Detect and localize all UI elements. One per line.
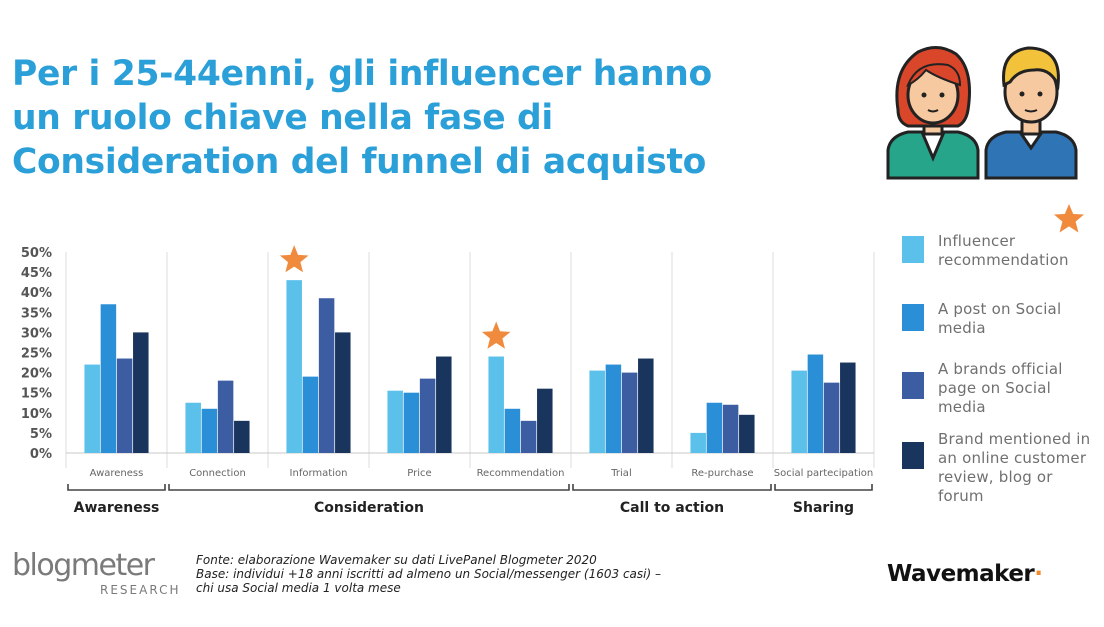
bar xyxy=(605,364,622,453)
y-tick-label: 20% xyxy=(21,367,52,382)
legend-item: Influencer recommendation xyxy=(902,222,1102,302)
x-tick-label: Trial xyxy=(610,468,631,479)
y-tick-label: 5% xyxy=(30,427,52,442)
bar xyxy=(621,372,638,453)
legend-item: Brand mentioned in an online customer re… xyxy=(902,430,1102,510)
woman-avatar-icon xyxy=(886,46,980,180)
group-bracket xyxy=(572,484,772,491)
y-tick-label: 50% xyxy=(21,246,52,261)
x-axis-labels: Awareness Connection Information Price Recom… xyxy=(90,468,874,479)
bar xyxy=(706,402,723,453)
title-line: Per i 25-44enni, gli influencer hanno xyxy=(12,54,712,94)
bar xyxy=(286,280,302,453)
x-tick-label: Price xyxy=(407,468,431,479)
group-label: Sharing xyxy=(793,500,854,516)
bar xyxy=(201,408,218,453)
star-icon xyxy=(1054,204,1084,233)
legend-item: A brands official page on Social media xyxy=(902,360,1102,440)
source-line: chi usa Social media 1 volta mese xyxy=(196,581,401,595)
bar xyxy=(739,414,755,453)
source-line: Fonte: elaborazione Wavemaker su dati Li… xyxy=(196,553,597,567)
highlight-star-icon xyxy=(481,321,511,349)
man-avatar-icon xyxy=(984,46,1078,180)
source-note: Fonte: elaborazione Wavemaker su dati Li… xyxy=(196,553,661,595)
source-line: Base: individui +18 anni iscritti ad alm… xyxy=(196,567,661,581)
x-tick-label: Connection xyxy=(189,468,246,479)
legend-swatch xyxy=(902,236,924,263)
bar-chart: 0% 5% 10% 15% 20% 25% 30% 35% 40% 45% 50% Awarenes… xyxy=(21,245,875,516)
group-bracket xyxy=(67,484,166,491)
bar xyxy=(387,390,403,453)
legend-label: A brands official page on Social media xyxy=(938,360,1063,416)
bar xyxy=(403,392,420,453)
x-tick-label: Information xyxy=(290,468,348,479)
group-label: Awareness xyxy=(74,500,160,516)
bar xyxy=(302,376,319,453)
bar xyxy=(537,388,553,453)
group-brackets: Awareness Consideration Call to action Shar… xyxy=(67,484,873,516)
bar xyxy=(133,332,149,453)
legend-swatch xyxy=(902,304,924,331)
legend-label: Brand mentioned in an online customer re… xyxy=(938,430,1091,505)
bar xyxy=(807,354,824,453)
y-tick-label: 25% xyxy=(21,347,52,362)
legend-swatch xyxy=(902,442,924,469)
bar xyxy=(589,370,605,453)
bar xyxy=(520,420,537,453)
x-tick-label: Awareness xyxy=(90,468,144,479)
wavemaker-logo-text: Wavemaker xyxy=(887,561,1035,587)
bar xyxy=(100,304,117,453)
highlight-star-icon xyxy=(279,245,309,273)
wavemaker-logo-dot: · xyxy=(1034,561,1043,587)
y-tick-label: 35% xyxy=(21,306,52,321)
bar xyxy=(436,356,452,453)
bar xyxy=(638,358,654,453)
bar xyxy=(722,404,739,453)
blogmeter-logo-sub: RESEARCH xyxy=(100,583,181,597)
group-label: Call to action xyxy=(620,500,724,516)
title-line: un ruolo chiave nella fase di xyxy=(12,98,553,138)
wavemaker-logo: Wavemaker· xyxy=(887,561,1043,587)
bar xyxy=(791,370,807,453)
people-illustration-icon xyxy=(886,46,1078,180)
plot-area xyxy=(65,245,875,468)
bar xyxy=(116,358,133,453)
bar xyxy=(488,356,504,453)
x-tick-label: Re-purchase xyxy=(691,468,753,479)
blogmeter-logo-text: blogmeter xyxy=(12,548,155,583)
y-tick-label: 45% xyxy=(21,266,52,281)
legend-label: Influencer recommendation xyxy=(938,232,1069,269)
bar xyxy=(84,364,100,453)
page-title: Per i 25-44enni, gli influencer hanno un… xyxy=(12,52,852,184)
y-tick-label: 10% xyxy=(21,407,52,422)
legend-swatch xyxy=(902,372,924,399)
bar xyxy=(234,420,250,453)
y-tick-label: 15% xyxy=(21,387,52,402)
blogmeter-logo: blogmeter RESEARCH xyxy=(12,540,182,600)
group-label: Consideration xyxy=(314,500,424,516)
y-tick-label: 0% xyxy=(30,447,52,462)
bar xyxy=(504,408,521,453)
legend-label: A post on Social media xyxy=(938,300,1062,337)
y-tick-label: 40% xyxy=(21,286,52,301)
bar xyxy=(419,378,436,453)
title-line: Consideration del funnel di acquisto xyxy=(12,142,707,182)
y-tick-label: 30% xyxy=(21,326,52,341)
bar xyxy=(318,298,335,453)
bar xyxy=(217,380,234,453)
x-tick-label: Social partecipation xyxy=(774,468,873,479)
group-bracket xyxy=(168,484,570,491)
legend-item: A post on Social media xyxy=(902,292,1102,372)
group-bracket xyxy=(774,484,873,491)
bar xyxy=(335,332,351,453)
bar xyxy=(690,432,706,453)
bar xyxy=(840,362,856,453)
bar xyxy=(823,382,840,453)
x-tick-label: Recommendation xyxy=(477,468,565,479)
bar xyxy=(185,402,201,453)
y-axis: 0% 5% 10% 15% 20% 25% 30% 35% 40% 45% 50% xyxy=(21,246,52,462)
